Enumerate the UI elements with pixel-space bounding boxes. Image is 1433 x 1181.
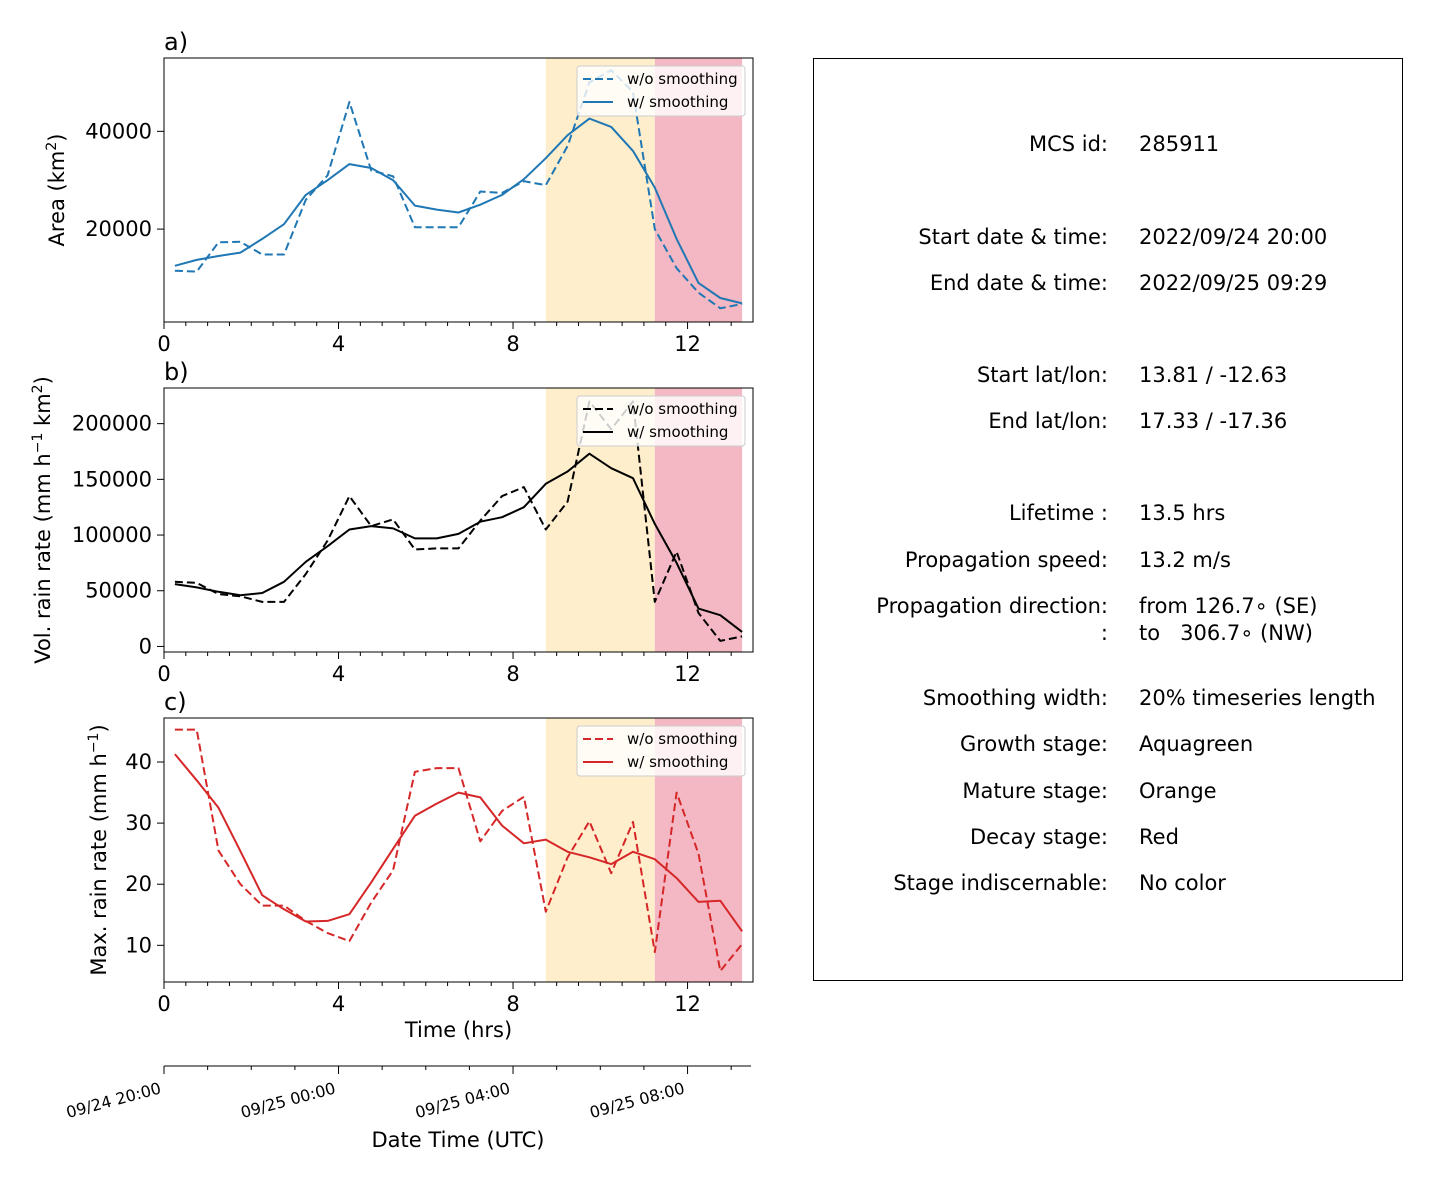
x-tick-label: 12	[674, 662, 701, 686]
axes-frame	[163, 387, 754, 653]
x-tick-label: 4	[332, 992, 345, 1016]
x-tick-label: 12	[674, 332, 701, 356]
series-line-w-smoothing	[174, 753, 743, 932]
x-tick-label: 8	[506, 992, 519, 1016]
date-tick-label: 09/25 00:00	[239, 1079, 338, 1123]
info-value: to 306.7∘ (NW)	[1139, 621, 1313, 645]
info-label: Stage indiscernable:	[893, 871, 1108, 895]
legend-box	[576, 65, 746, 117]
panel-label: b)	[164, 358, 189, 386]
legend: w/o smoothing w/ smoothing	[576, 65, 746, 117]
chart-panel-1: 0 4 8 12 20000 40000 a) Area (km2) w/o smoothing…	[44, 28, 754, 356]
axes-frame	[163, 57, 754, 323]
legend-label: w/o smoothing	[627, 70, 738, 88]
info-label: Growth stage:	[959, 732, 1108, 756]
legend-label: w/ smoothing	[627, 753, 728, 771]
info-value: 285911	[1139, 132, 1220, 156]
series-line-w-o-smoothing	[174, 728, 743, 972]
y-tick-label: 0	[139, 634, 152, 658]
info-value: 20% timeseries length	[1139, 686, 1376, 710]
x-tick-label: 12	[674, 992, 701, 1016]
y-axis-label: Area (km2)	[44, 134, 69, 247]
info-value: from 126.7∘ (SE)	[1139, 594, 1318, 618]
legend-box	[576, 725, 746, 777]
info-value: 13.81 / -12.63	[1139, 363, 1288, 387]
chart-panel-3: 0 4 8 12 10 20 30 40 c) Max. rain rate (mm h−1) Ti…	[86, 688, 754, 1042]
legend-label: w/ smoothing	[627, 423, 728, 441]
info-label: Mature stage:	[962, 779, 1108, 803]
date-axis: 09/24 20:00 09/25 00:00 09/25 04:00 09/25 0…	[64, 1065, 751, 1152]
series-line-w-smoothing	[174, 452, 743, 633]
info-label: End date & time:	[929, 271, 1108, 295]
legend: w/o smoothing w/ smoothing	[576, 725, 746, 777]
y-tick-label: 150000	[72, 467, 152, 491]
date-axis-label: Date Time (UTC)	[372, 1128, 545, 1152]
date-tick-label: 09/24 20:00	[64, 1079, 163, 1123]
legend-box	[576, 395, 746, 447]
x-tick-label: 0	[157, 992, 170, 1016]
info-value: 13.2 m/s	[1139, 548, 1231, 572]
info-label: Decay stage:	[970, 825, 1108, 849]
panel-label: a)	[164, 28, 188, 56]
info-value: 2022/09/24 20:00	[1139, 225, 1328, 249]
legend-label: w/o smoothing	[627, 400, 738, 418]
x-tick-label: 4	[332, 662, 345, 686]
x-tick-label: 8	[506, 662, 519, 686]
y-axis-label: Vol. rain rate (mm h−1 km2)	[30, 376, 55, 664]
y-tick-label: 10	[125, 933, 152, 957]
x-tick-label: 0	[157, 332, 170, 356]
info-label: End lat/lon:	[988, 409, 1108, 433]
info-label: Start date & time:	[918, 225, 1108, 249]
chart-panel-2: 0 4 8 12 0 50000 100000 150000 200000 b) Vol. rain…	[30, 358, 754, 686]
axes-frame	[163, 717, 754, 983]
mcs-info-panel: MCS id: 285911 Start date & time: 2022/0…	[813, 58, 1403, 981]
series-line-w-o-smoothing	[174, 69, 743, 310]
info-label: Smoothing width:	[922, 686, 1108, 710]
x-tick-label: 8	[506, 332, 519, 356]
legend-label: w/ smoothing	[627, 93, 728, 111]
info-label: Propagation direction:	[876, 594, 1108, 618]
date-tick-label: 09/25 08:00	[588, 1079, 687, 1123]
info-label: Propagation speed:	[904, 548, 1108, 572]
y-tick-label: 40000	[85, 119, 152, 143]
info-value: 2022/09/25 09:29	[1139, 271, 1328, 295]
series-line-w-o-smoothing	[174, 400, 743, 642]
info-label: :	[1100, 621, 1108, 645]
info-value: Red	[1139, 825, 1179, 849]
x-axis-label: Time (hrs)	[404, 1018, 512, 1042]
info-value: 13.5 hrs	[1139, 501, 1226, 525]
info-label: Lifetime :	[1008, 501, 1108, 525]
panel-label: c)	[164, 688, 187, 716]
info-label: MCS id:	[1028, 132, 1108, 156]
x-tick-label: 0	[157, 662, 170, 686]
y-tick-label: 30	[125, 811, 152, 835]
info-value: Aquagreen	[1139, 732, 1254, 756]
info-label: Start lat/lon:	[976, 363, 1108, 387]
legend: w/o smoothing w/ smoothing	[576, 395, 746, 447]
info-value: 17.33 / -17.36	[1139, 409, 1288, 433]
y-tick-label: 50000	[85, 579, 152, 603]
y-tick-label: 200000	[72, 412, 152, 436]
info-value: No color	[1139, 871, 1226, 895]
y-tick-label: 40	[125, 750, 152, 774]
y-tick-label: 20000	[85, 217, 152, 241]
y-tick-label: 100000	[72, 523, 152, 547]
x-tick-label: 4	[332, 332, 345, 356]
series-line-w-smoothing	[174, 117, 743, 305]
y-axis-label: Max. rain rate (mm h−1)	[86, 724, 111, 975]
y-tick-label: 20	[125, 872, 152, 896]
info-value: Orange	[1139, 779, 1217, 803]
legend-label: w/o smoothing	[627, 730, 738, 748]
date-tick-label: 09/25 04:00	[413, 1079, 512, 1123]
